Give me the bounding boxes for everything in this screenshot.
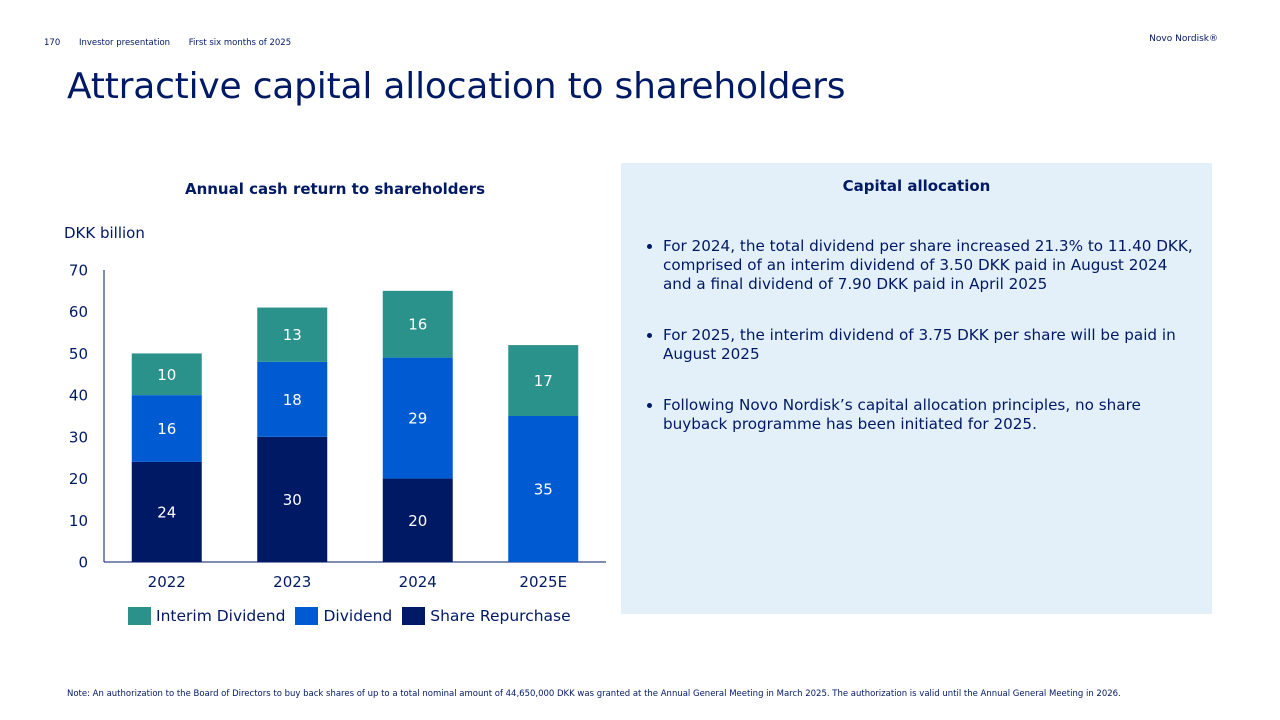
- bar-share-repurchase-2022: [131, 461, 202, 562]
- bullet-item-1: For 2024, the total dividend per share i…: [647, 237, 1198, 294]
- bar-dividend-2022: [131, 395, 202, 462]
- data-label: 10: [157, 366, 176, 384]
- section-label: Investor presentation: [78, 38, 171, 48]
- header-bar: 170 Investor presentation First six mont…: [44, 38, 307, 48]
- y-tick-label: 50: [69, 345, 88, 363]
- page-number: 170: [44, 38, 61, 48]
- legend-swatch: [402, 607, 426, 625]
- chart-legend: Interim Dividend Dividend Share Repurchase: [128, 607, 581, 625]
- bar-share-repurchase-2023: [257, 436, 328, 562]
- bullet-item-3: Following Novo Nordisk’s capital allocat…: [647, 396, 1198, 434]
- brand-name: Novo Nordisk®: [1149, 34, 1218, 44]
- legend-label: Dividend: [323, 607, 393, 625]
- capital-allocation-panel: Capital allocation For 2024, the total d…: [621, 163, 1212, 614]
- legend-swatch: [128, 607, 151, 625]
- data-label: 30: [283, 491, 302, 509]
- panel-title: Capital allocation: [842, 177, 991, 195]
- y-tick-label: 30: [69, 428, 88, 446]
- y-tick-label: 70: [69, 262, 88, 280]
- data-label: 18: [283, 391, 302, 409]
- legend-item-interim-dividend: Interim Dividend: [128, 607, 285, 625]
- data-label: 24: [157, 503, 176, 521]
- footnote: Note: An authorization to the Board of D…: [67, 689, 1121, 699]
- data-label: 17: [534, 372, 553, 390]
- x-tick-label: 2022: [148, 573, 186, 591]
- legend-label: Share Repurchase: [430, 607, 571, 625]
- page-title: Attractive capital allocation to shareho…: [67, 66, 846, 107]
- bar-share-repurchase-2024: [382, 478, 453, 562]
- y-tick-label: 20: [69, 470, 88, 488]
- legend-swatch: [295, 607, 319, 625]
- legend-item-dividend: Dividend: [295, 607, 392, 625]
- x-tick-label: 2025E: [519, 573, 567, 591]
- bar-dividend-2023: [257, 361, 328, 437]
- x-tick-label: 2023: [273, 573, 311, 591]
- legend-item-share-repurchase: Share Repurchase: [402, 607, 571, 625]
- y-tick-label: 40: [69, 387, 88, 405]
- x-tick-label: 2024: [399, 573, 437, 591]
- bullet-list: For 2024, the total dividend per share i…: [621, 237, 1198, 466]
- data-label: 16: [157, 420, 176, 438]
- bar-interim-dividend-2022: [131, 353, 202, 396]
- y-axis-unit-label: DKK billion: [64, 224, 145, 242]
- data-label: 13: [283, 326, 302, 344]
- y-tick-label: 60: [69, 303, 88, 321]
- data-label: 29: [408, 410, 427, 428]
- bar-interim-dividend-2023: [257, 307, 328, 362]
- chart-title: Annual cash return to shareholders: [184, 180, 486, 198]
- data-label: 16: [408, 316, 427, 334]
- y-tick-label: 0: [78, 554, 88, 572]
- bullet-item-2: For 2025, the interim dividend of 3.75 D…: [647, 326, 1198, 364]
- bar-interim-dividend-2025e: [508, 345, 579, 416]
- data-label: 20: [408, 512, 427, 530]
- bar-dividend-2025e: [508, 416, 579, 562]
- y-tick-label: 10: [69, 512, 88, 530]
- bar-dividend-2024: [382, 357, 453, 479]
- period-label: First six months of 2025: [188, 38, 292, 48]
- legend-label: Interim Dividend: [156, 607, 286, 625]
- data-label: 35: [534, 481, 553, 499]
- bar-interim-dividend-2024: [382, 290, 453, 358]
